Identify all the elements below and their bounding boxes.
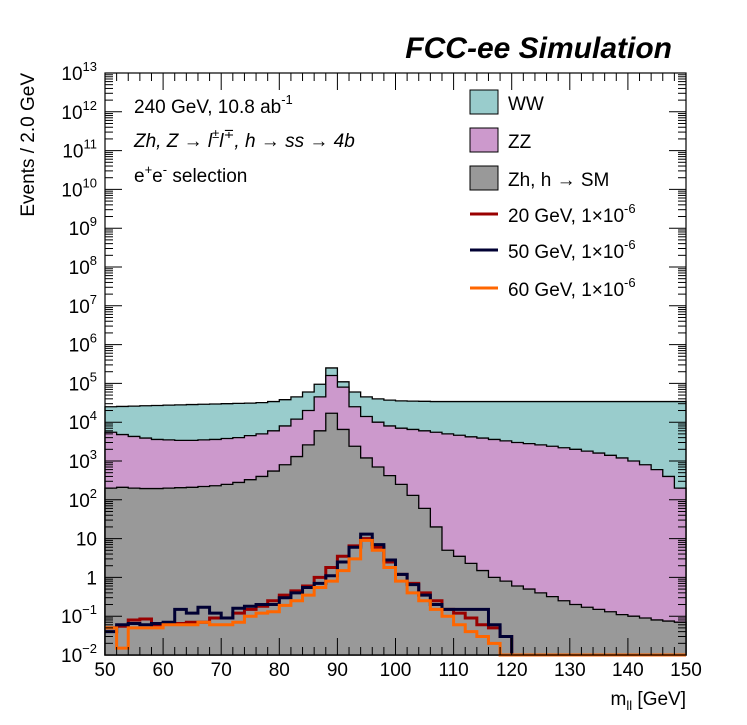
- y-tick-label: 103: [69, 447, 97, 473]
- legend-swatch-zz: [469, 127, 499, 153]
- y-tick-label: 104: [69, 408, 97, 434]
- annotation-selection: e+e- selection: [134, 162, 247, 187]
- x-tick-label: 90: [327, 660, 348, 681]
- legend-label-zh: Zh, h → SM: [508, 170, 609, 191]
- y-tick-label: 10−2: [61, 641, 97, 667]
- y-tick-label: 1011: [62, 137, 97, 163]
- y-tick-label: 1012: [61, 98, 97, 124]
- legend: WW ZZ Zh, h → SM 20 GeV, 1×10-6 50 GeV, …: [469, 89, 636, 301]
- y-tick-label: 1013: [61, 59, 97, 85]
- y-tick-label: 109: [69, 214, 97, 240]
- y-axis-title: Events / 2.0 GeV: [18, 73, 39, 217]
- y-tick-labels: 10−2 10−1 1 10 102 103 104 105 106 107 108 109 1010 1…: [61, 59, 97, 667]
- y-tick-label: 10−1: [61, 602, 97, 628]
- y-tick-label: 106: [69, 331, 97, 357]
- x-tick-label: 140: [612, 660, 644, 681]
- x-tick-label: 110: [438, 660, 468, 681]
- y-tick-label: 1010: [61, 175, 97, 201]
- annotation-energy-lumi: 240 GeV, 10.8 ab-1: [134, 92, 293, 118]
- x-tick-label: 60: [153, 660, 174, 681]
- axis-ticks: [104, 72, 687, 656]
- y-tick-label: 1: [86, 568, 97, 589]
- legend-label-20gev: 20 GeV, 1×10-6: [508, 201, 636, 227]
- y-tick-label: 10: [76, 530, 97, 551]
- x-tick-label: 70: [211, 660, 232, 681]
- y-tick-label: 107: [69, 292, 97, 318]
- x-tick-label: 100: [380, 660, 412, 681]
- x-tick-label: 150: [670, 660, 702, 681]
- legend-swatch-ww: [469, 89, 499, 115]
- x-tick-label: 50: [94, 660, 115, 681]
- y-tick-label: 108: [69, 253, 97, 279]
- legend-swatch-zh: [469, 165, 499, 191]
- legend-label-ww: WW: [508, 94, 544, 115]
- x-tick-label: 130: [554, 660, 586, 681]
- x-tick-labels: 50 60 70 80 90 100 110 120 130 140 150: [94, 660, 701, 681]
- legend-label-60gev: 60 GeV, 1×10-6: [508, 275, 636, 301]
- x-tick-label: 120: [496, 660, 528, 681]
- chart-header: FCC-ee Simulation: [405, 32, 672, 65]
- stacked-histograms: [104, 367, 687, 656]
- x-tick-label: 80: [269, 660, 290, 681]
- x-axis-title: mll [GeV]: [611, 689, 686, 713]
- y-tick-label: 105: [69, 369, 97, 395]
- histogram-zh-h-sm: [104, 412, 687, 656]
- annotation-process: Zh, Z → l±l∓, h → ss → 4b: [133, 126, 355, 152]
- y-tick-label: 102: [69, 486, 97, 512]
- legend-label-zz: ZZ: [508, 132, 532, 153]
- legend-label-50gev: 50 GeV, 1×10-6: [508, 237, 636, 263]
